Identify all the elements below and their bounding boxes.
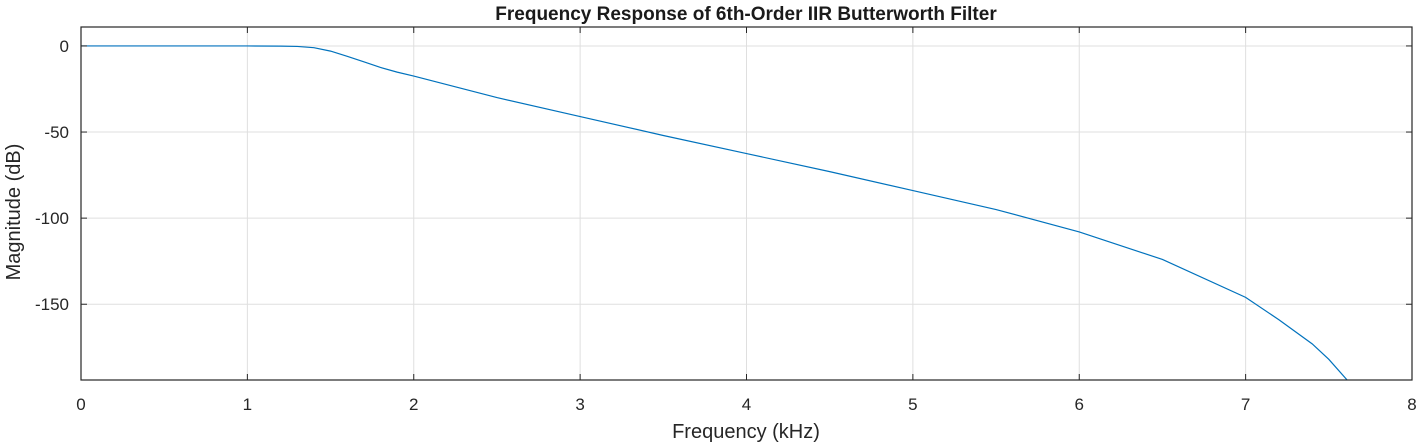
x-tick-label: 7 (1241, 395, 1250, 414)
ticks: 0 1 2 3 4 5 6 7 8 0 -50 -100 -150 (35, 27, 1417, 414)
y-tick-label: -50 (44, 123, 69, 142)
x-tick-label: 6 (1075, 395, 1084, 414)
x-tick-label: 4 (742, 395, 751, 414)
y-tick-label: -100 (35, 209, 69, 228)
y-tick-label: -150 (35, 295, 69, 314)
series-line-magnitude (81, 45, 1348, 380)
grid (80, 27, 1413, 380)
y-tick-label: 0 (60, 37, 69, 56)
series-layer (81, 45, 1348, 380)
x-tick-label: 1 (243, 395, 252, 414)
x-tick-label: 5 (908, 395, 917, 414)
x-axis-label: Frequency (kHz) (672, 421, 820, 443)
x-tick-label: 3 (575, 395, 584, 414)
x-tick-label: 8 (1407, 395, 1416, 414)
x-tick-label: 2 (409, 395, 418, 414)
y-axis-label: Magnitude (dB) (3, 144, 25, 281)
x-tick-label: 0 (76, 395, 85, 414)
chart-title: Frequency Response of 6th-Order IIR Butt… (495, 4, 997, 25)
